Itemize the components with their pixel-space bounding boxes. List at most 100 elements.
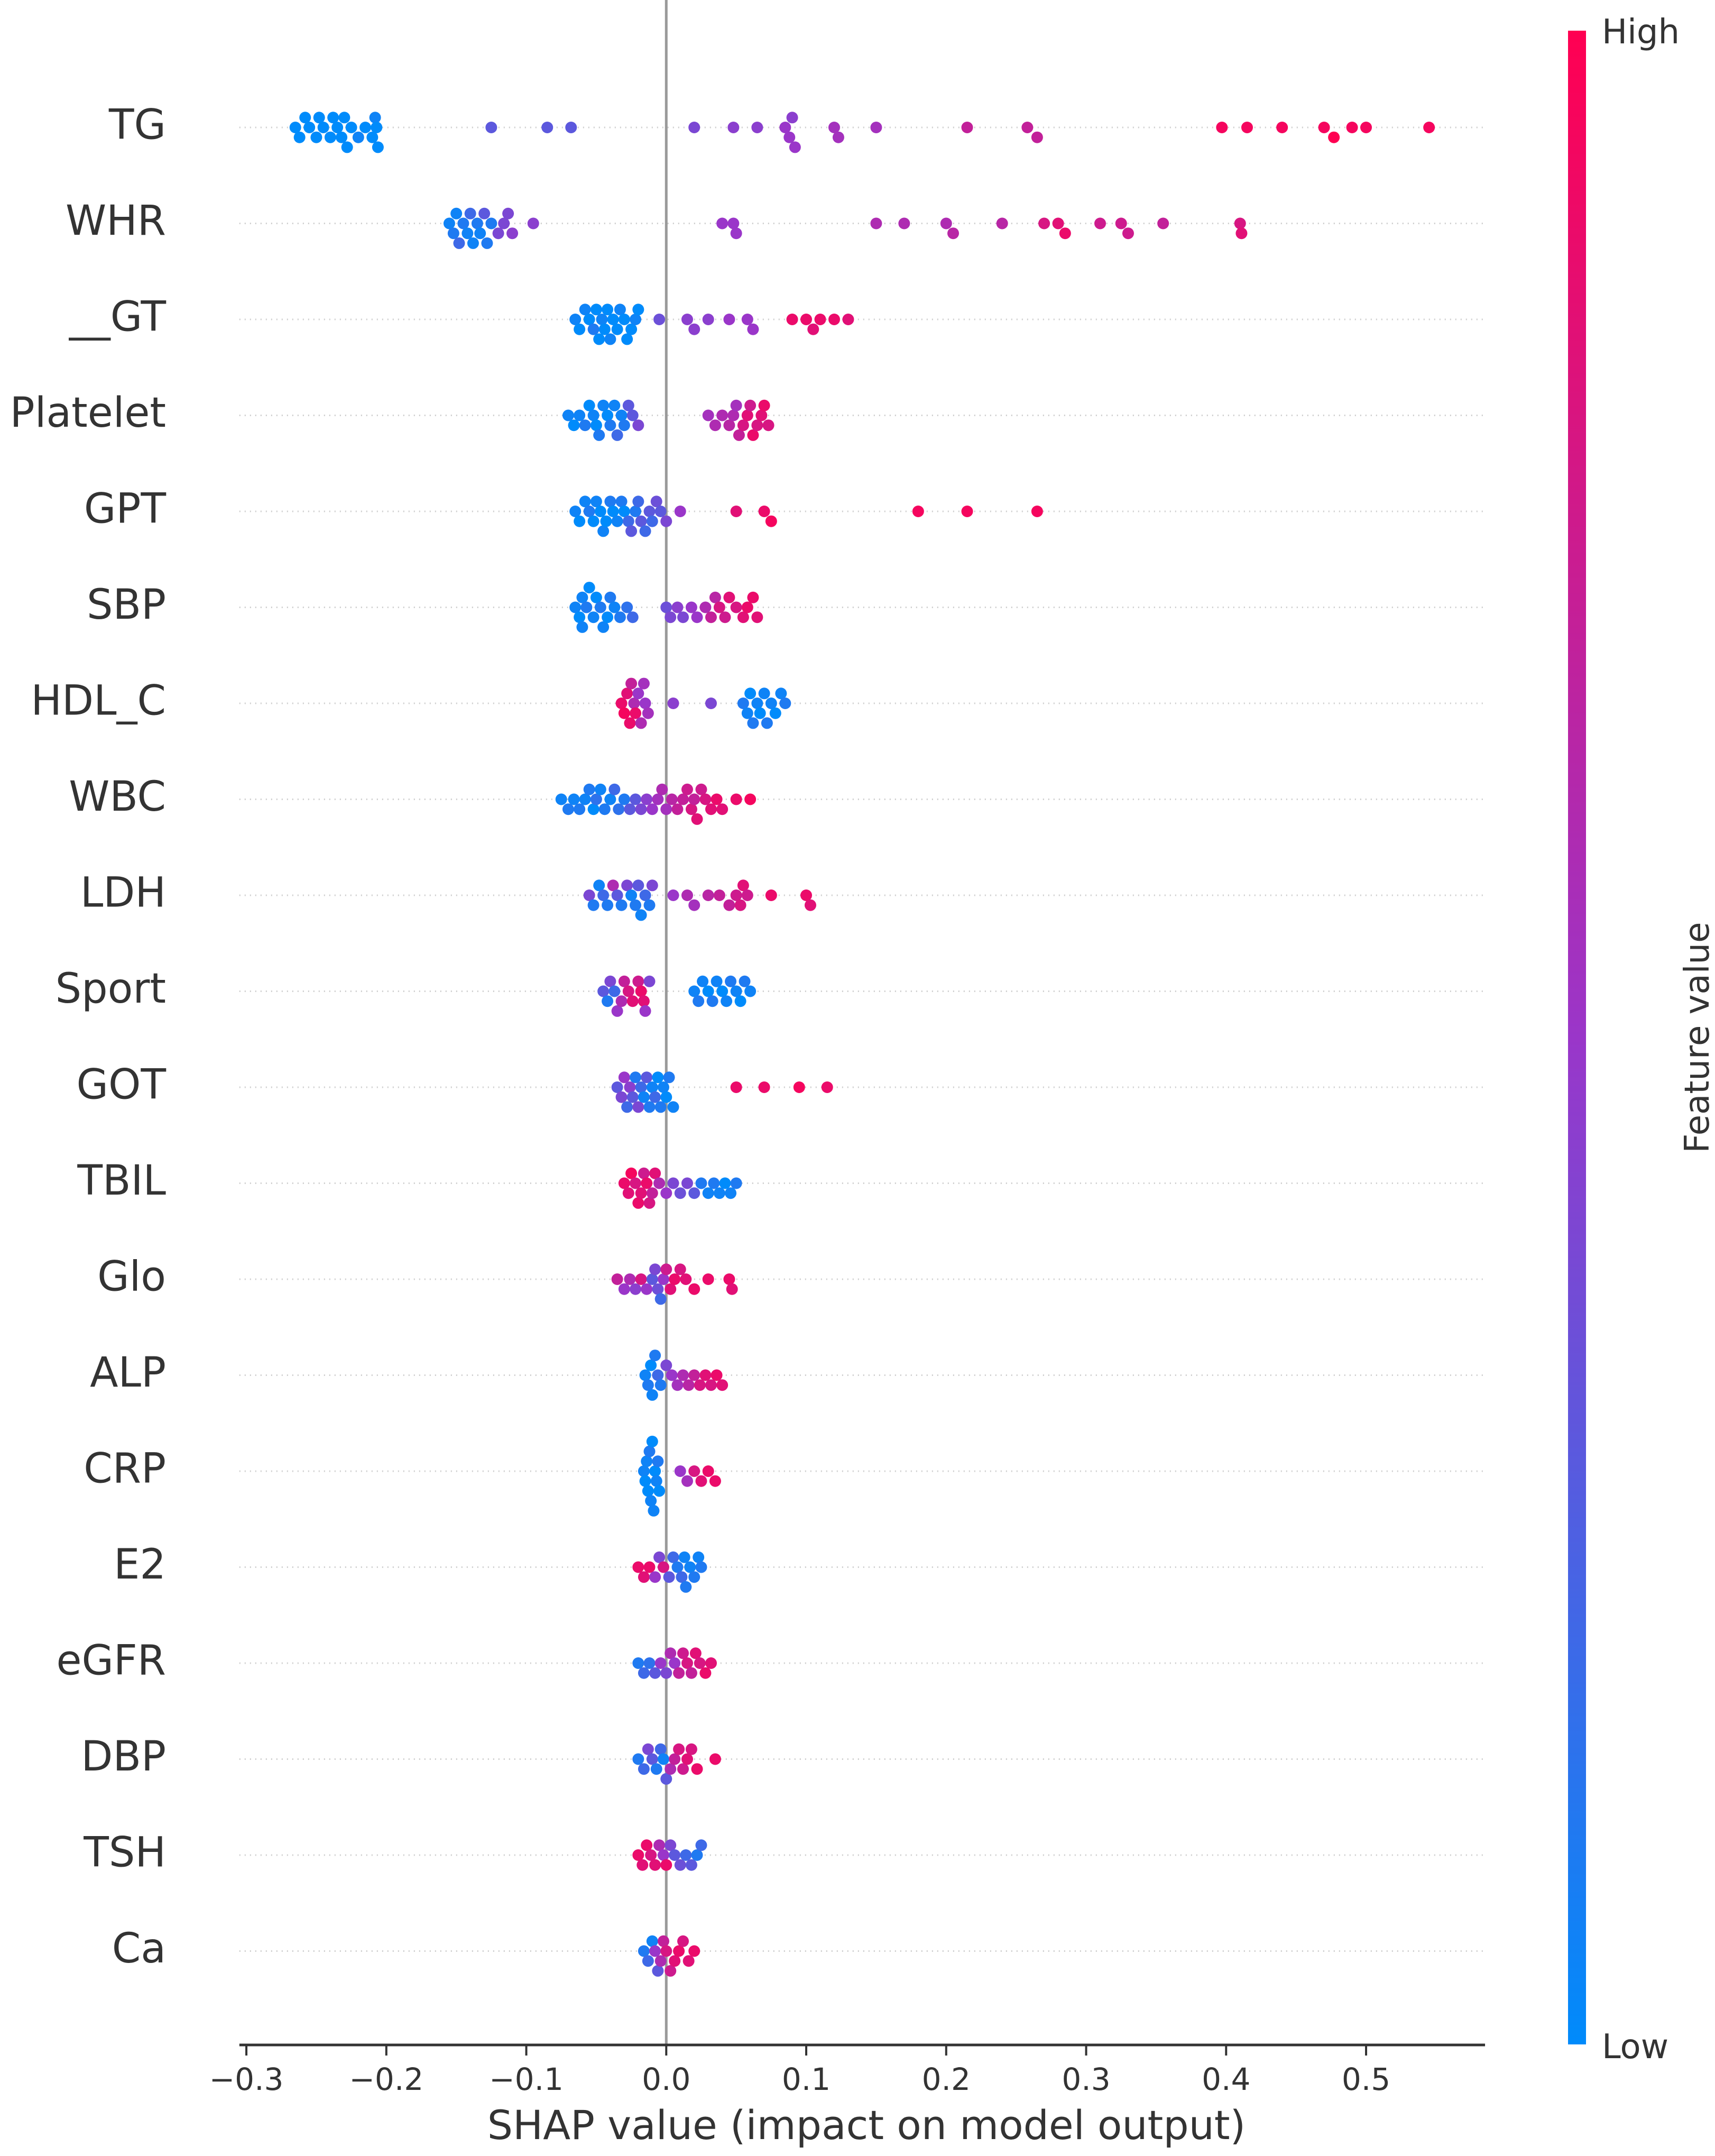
shap-point [681, 1475, 693, 1487]
shap-point [1059, 227, 1071, 240]
shap-point [622, 515, 634, 527]
shap-point [669, 1273, 681, 1285]
shap-point [716, 1379, 729, 1391]
shap-point [642, 1485, 654, 1497]
shap-point [744, 793, 757, 805]
shap-point [555, 793, 567, 805]
shap-point [737, 419, 749, 432]
shap-point [1216, 122, 1228, 133]
shap-point [677, 1647, 689, 1659]
shap-point [618, 1071, 630, 1084]
shap-point [685, 601, 697, 613]
shap-point [691, 1763, 703, 1775]
shap-point [737, 698, 749, 709]
shap-point [641, 1839, 653, 1851]
shap-point [656, 783, 668, 795]
shap-point [683, 1955, 695, 1967]
shap-point [608, 783, 621, 795]
shap-point [1360, 122, 1372, 133]
shap-point [1021, 122, 1034, 133]
shap-point [453, 237, 465, 249]
shap-point [652, 793, 664, 805]
shap-point [669, 1657, 681, 1669]
shap-point [593, 879, 605, 892]
shap-point [660, 803, 672, 815]
shap-point [734, 995, 746, 1007]
shap-point [639, 698, 651, 709]
shap-point [574, 409, 586, 421]
shap-point [583, 506, 595, 517]
shap-point [641, 1071, 653, 1084]
shap-point [569, 506, 582, 517]
shap-point [807, 323, 819, 335]
shap-point [457, 217, 469, 230]
shap-point [961, 122, 973, 133]
shap-point [747, 429, 759, 441]
shap-point [716, 985, 729, 997]
shap-point [779, 122, 791, 133]
shap-point [485, 122, 497, 133]
shap-point [632, 1101, 644, 1113]
shap-point [624, 1273, 636, 1285]
shap-point [677, 1763, 689, 1775]
shap-point [359, 122, 372, 133]
shap-point [705, 1379, 717, 1391]
shap-point [643, 1657, 656, 1669]
shap-point [654, 1955, 667, 1967]
shap-point [471, 217, 483, 230]
feature-label: Sport [56, 965, 166, 1013]
shap-point [462, 227, 474, 240]
feature-label: eGFR [57, 1637, 167, 1684]
shap-point [744, 985, 757, 997]
shap-point [657, 1081, 669, 1093]
shap-point [674, 1859, 686, 1871]
shap-point [713, 889, 725, 901]
shap-point [615, 995, 628, 1007]
shap-point [671, 1561, 684, 1573]
shap-point [723, 314, 735, 325]
shap-point [624, 717, 636, 729]
shap-point [694, 1657, 706, 1669]
shap-point [303, 122, 316, 133]
shap-point [594, 783, 606, 795]
shap-point [711, 1369, 723, 1381]
shap-point [625, 677, 638, 690]
shap-point [723, 591, 735, 603]
shap-point [657, 1935, 669, 1947]
shap-point [630, 1177, 642, 1189]
shap-point [699, 793, 712, 805]
shap-point [485, 217, 497, 230]
shap-point [638, 1667, 650, 1679]
shap-point [721, 995, 733, 1007]
shap-point [641, 1283, 653, 1295]
shap-point [649, 1350, 661, 1362]
feature-label: TSH [83, 1829, 166, 1876]
shap-point [611, 515, 623, 527]
shap-point [688, 1945, 700, 1957]
shap-point [639, 1475, 651, 1487]
shap-point [828, 122, 840, 133]
shap-point [665, 1839, 677, 1851]
shap-point [678, 1551, 690, 1563]
shap-point [345, 122, 357, 133]
shap-point [638, 1167, 650, 1179]
shap-point [615, 899, 628, 911]
shap-point [646, 1187, 658, 1199]
shap-point [754, 707, 766, 719]
shap-point [625, 323, 638, 335]
shap-point [758, 687, 770, 700]
shap-point [660, 1773, 672, 1785]
shap-point [641, 793, 653, 805]
shap-point [741, 707, 753, 719]
shap-point [611, 323, 623, 335]
shap-point [961, 506, 973, 517]
shap-point [635, 803, 647, 815]
shap-point [744, 399, 757, 411]
shap-point [614, 611, 626, 623]
shap-point [338, 112, 351, 124]
shap-point [747, 591, 759, 603]
shap-point [648, 1504, 660, 1517]
shap-point [665, 1647, 677, 1659]
shap-point [660, 1667, 672, 1679]
shap-point [324, 131, 336, 143]
